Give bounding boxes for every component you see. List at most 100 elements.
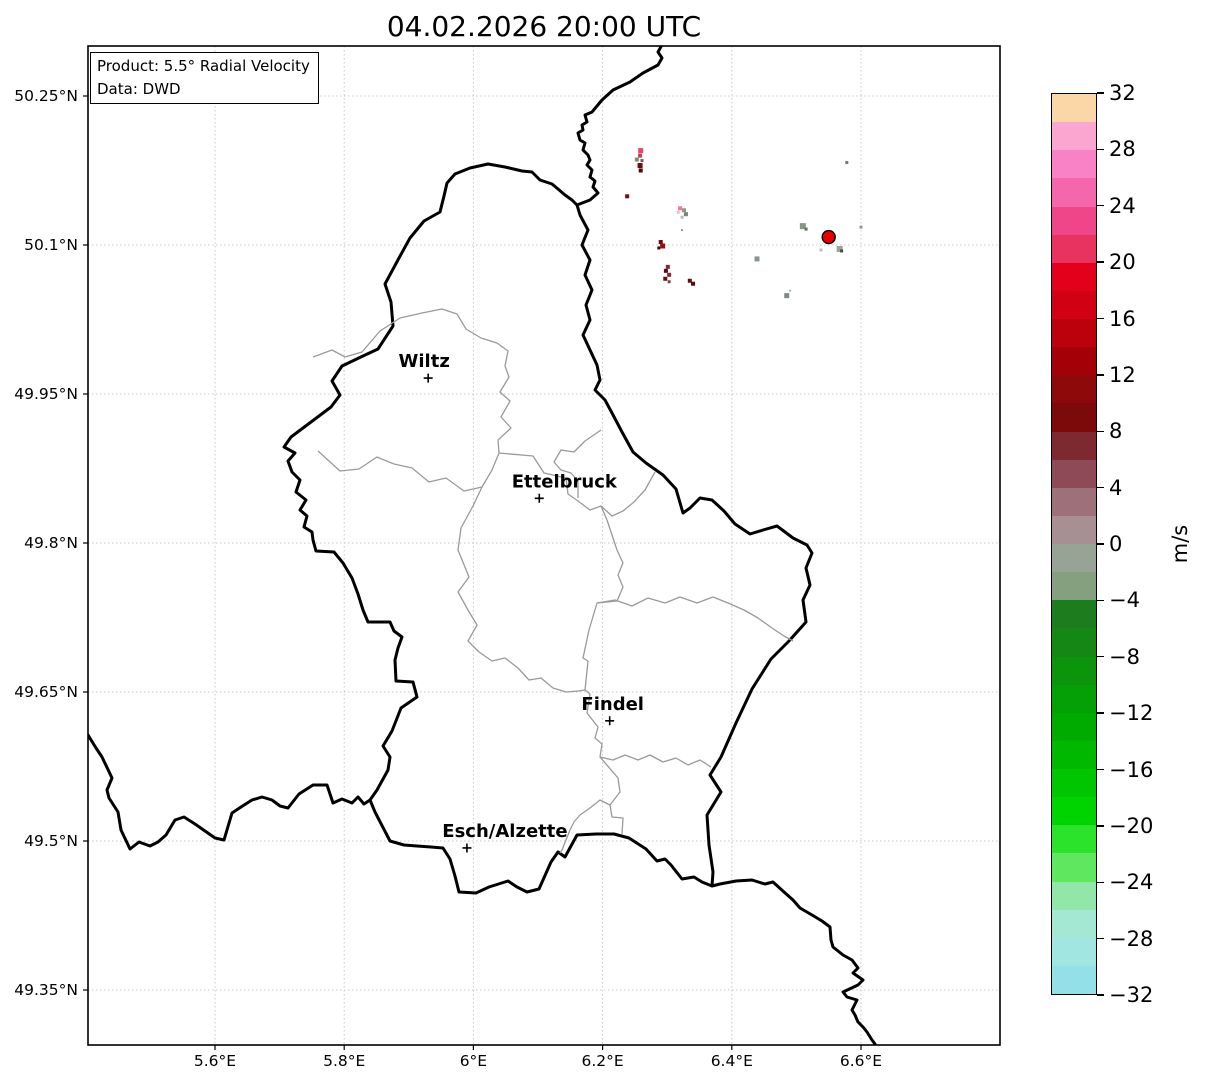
radar-echo-pixel — [667, 280, 671, 284]
colorbar-tick-mark — [1097, 712, 1104, 714]
radar-echo-pixel — [678, 206, 683, 211]
colorbar-segment — [1052, 544, 1096, 573]
radar-echo-pixel — [638, 148, 644, 154]
radar-echo-pixel — [667, 272, 672, 277]
radar-echo-pixel — [640, 159, 644, 163]
colorbar-tick-mark — [1097, 543, 1104, 545]
colorbar-segment — [1052, 797, 1096, 826]
colorbar-tick-mark — [1097, 374, 1104, 376]
colorbar-segment — [1052, 319, 1096, 348]
colorbar-segment — [1052, 290, 1096, 319]
colorbar-segment — [1052, 769, 1096, 798]
colorbar-segment — [1052, 937, 1096, 966]
y-tick-label: 49.95°N — [14, 384, 78, 403]
canton-line — [596, 596, 794, 642]
x-tick-label: 6°E — [459, 1052, 488, 1070]
colorbar-tick-mark — [1097, 937, 1104, 940]
colorbar-tick-mark — [1097, 317, 1104, 320]
canton-line — [599, 754, 712, 768]
y-tick-label: 49.5°N — [24, 831, 78, 850]
product-label: Product: 5.5° Radial Velocity — [97, 57, 310, 75]
radar-echo-pixel — [754, 256, 760, 262]
colorbar-segment — [1052, 965, 1096, 994]
radar-echo-pixel — [819, 248, 823, 252]
x-tick-label: 6.6°E — [839, 1052, 883, 1070]
colorbar-tick-label: 28 — [1109, 137, 1136, 162]
colorbar-segment — [1052, 206, 1096, 235]
colorbar-segment — [1052, 628, 1096, 657]
colorbar-segment — [1052, 262, 1096, 291]
radar-echo-pixel — [657, 246, 661, 250]
axis-tick-marks — [83, 95, 862, 1050]
radar-echo-pixel — [676, 210, 680, 214]
figure-title: 04.02.2026 20:00 UTC — [386, 10, 702, 43]
colorbar-tick-mark — [1097, 994, 1104, 996]
colorbar-tick-label: 8 — [1109, 419, 1123, 444]
colorbar-tick-label: −16 — [1109, 757, 1154, 782]
radar-echo-pixel — [840, 249, 844, 253]
border-luxembourg-north — [486, 162, 579, 207]
colorbar-tick-mark — [1097, 486, 1104, 489]
colorbar-tick-mark — [1097, 881, 1104, 883]
radar-echo-pixel — [836, 245, 843, 252]
colorbar-tick-label: 32 — [1109, 81, 1136, 105]
colorbar-tick-mark — [1097, 92, 1104, 94]
colorbar-tick-mark — [1097, 768, 1104, 771]
colorbar-tick-label: 16 — [1109, 306, 1136, 331]
border-france — [88, 733, 372, 851]
colorbar-segment — [1052, 825, 1096, 854]
city-label: Wiltz — [399, 351, 450, 372]
plot-frame — [87, 45, 1001, 1046]
radar-echo-pixel — [638, 168, 643, 173]
colorbar-segment — [1052, 375, 1096, 404]
colorbar-tick-label: −4 — [1109, 588, 1140, 613]
max-velocity-marker-layer — [821, 229, 836, 245]
colorbar-segment — [1052, 515, 1096, 544]
colorbar-tick-label: −32 — [1109, 983, 1154, 1007]
city-label: Findel — [581, 694, 644, 715]
radar-echo-pixel — [681, 208, 686, 213]
colorbar-segment — [1052, 684, 1096, 713]
colorbar-tick-mark — [1097, 825, 1104, 827]
canton-line — [559, 799, 611, 854]
radar-echo-pixel — [845, 161, 849, 165]
colorbar-tick-mark — [1097, 656, 1104, 658]
data-source-label: Data: DWD — [97, 79, 181, 98]
colorbar-segment — [1052, 150, 1096, 179]
colorbar-segment — [1052, 234, 1096, 263]
y-tick-label: 49.35°N — [14, 980, 78, 999]
colorbar-tick-mark — [1097, 205, 1104, 207]
colorbar-segment — [1052, 347, 1096, 376]
radar-echo-pixel — [788, 289, 791, 292]
radar-echo-pixel — [665, 264, 670, 269]
city-label: Esch/Alzette — [442, 821, 567, 842]
colorbar-segment — [1052, 178, 1096, 207]
colorbar-segment — [1052, 459, 1096, 488]
radar-echo-pixel — [625, 194, 630, 199]
canton-line — [582, 505, 624, 835]
colorbar-tick-label: 4 — [1109, 475, 1123, 500]
radar-echo-pixel — [799, 223, 806, 230]
max-velocity-circle-marker — [821, 229, 836, 245]
city-plus-marker — [462, 843, 472, 853]
x-tick-label: 6.2°E — [581, 1052, 624, 1070]
radar-echo-pixel — [658, 240, 663, 245]
canton-boundary-lines — [312, 308, 794, 854]
radar-echo-pixel — [637, 163, 643, 169]
colorbar-tick-mark — [1097, 599, 1104, 602]
colorbar-segment — [1052, 881, 1096, 910]
city-plus-marker — [423, 373, 433, 383]
colorbar-tick-mark — [1097, 261, 1104, 263]
colorbar-segment — [1052, 853, 1096, 882]
radar-echo-pixel — [784, 293, 790, 299]
y-tick-label: 49.8°N — [24, 533, 78, 552]
radar-echo-pixel — [638, 153, 643, 158]
colorbar-segment — [1052, 122, 1096, 151]
colorbar-segment — [1052, 909, 1096, 938]
colorbar-tick-label: −8 — [1109, 644, 1140, 669]
colorbar-segment — [1052, 712, 1096, 741]
colorbar-tick-label: −28 — [1109, 926, 1154, 951]
radar-echo-pixel — [680, 215, 684, 219]
